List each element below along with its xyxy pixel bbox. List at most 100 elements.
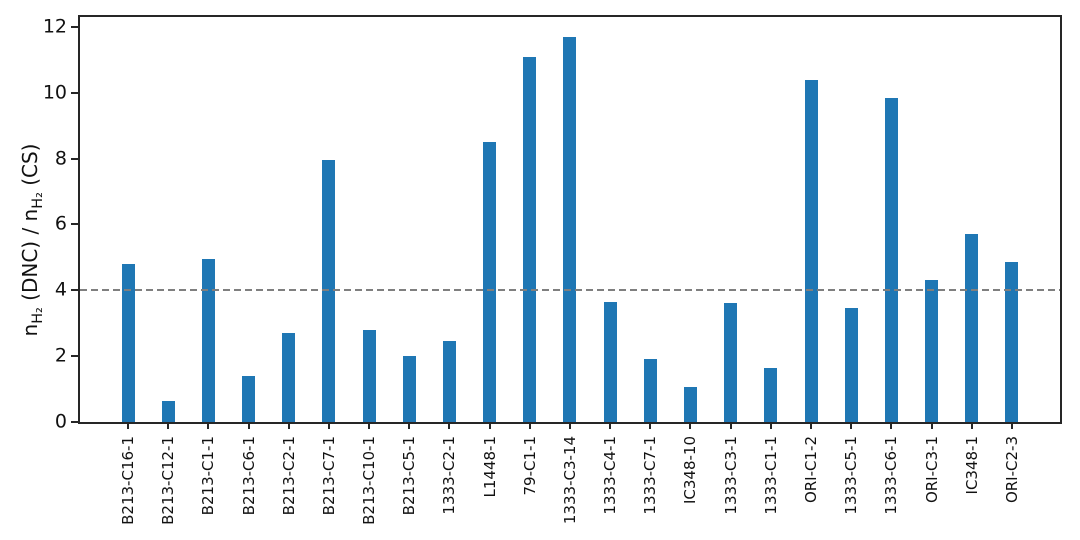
bar-slot [550, 17, 590, 422]
x-tick-label: B213-C2-1 [279, 436, 298, 516]
x-tick-label: ORI-C2-3 [1002, 436, 1021, 504]
bar-1333-C6-1 [884, 97, 898, 422]
x-tick-label: 1333-C4-1 [601, 436, 620, 515]
ylabel-text: n [18, 323, 42, 337]
y-tick-mark [71, 421, 78, 423]
bar-B213-C1-1 [201, 259, 215, 422]
x-tick-label: B213-C10-1 [360, 436, 379, 525]
x-tick-mark [127, 424, 130, 429]
x-tick-cell: L1448-1 [470, 424, 510, 525]
x-tick-cell: B213-C5-1 [389, 424, 429, 525]
bar-1333-C3-14 [563, 36, 577, 422]
x-tick-label: 1333-C1-1 [761, 436, 780, 515]
y-tick-mark [71, 91, 78, 94]
x-tick-cell: B213-C6-1 [229, 424, 269, 525]
x-tick-cell: 1333-C4-1 [590, 424, 630, 525]
x-tick-cell: B213-C12-1 [148, 424, 188, 525]
x-tick-cell: B213-C7-1 [309, 424, 349, 525]
bar-ORI-C2-3 [1005, 262, 1019, 422]
ylabel-subscript: H₂ [30, 192, 46, 209]
x-tick-mark [850, 424, 853, 429]
bar-L1448-1 [483, 142, 497, 422]
x-tick-label: IC348-1 [962, 436, 981, 495]
y-tick-mark [71, 25, 78, 28]
bar-B213-C5-1 [402, 356, 416, 422]
ylabel-text: (DNC) / [18, 221, 42, 308]
bar-slot [188, 17, 228, 422]
bar-slot [229, 17, 269, 422]
bar-slot [992, 17, 1032, 422]
x-tick-cell: 1333-C3-14 [550, 424, 590, 525]
y-tick-mark [71, 355, 78, 358]
bar-1333-C3-1 [724, 303, 738, 422]
y-tick-label: 12 [42, 15, 67, 38]
bar-slot [711, 17, 751, 422]
y-tick-label: 6 [54, 212, 67, 235]
x-tick-mark [729, 424, 732, 429]
x-tick-mark [327, 424, 330, 429]
x-tick-label: B213-C12-1 [159, 436, 178, 525]
bar-slot [670, 17, 710, 422]
x-tick-label: B213-C7-1 [319, 436, 338, 516]
bar-slot [389, 17, 429, 422]
x-tick-cell: B213-C1-1 [188, 424, 228, 525]
y-tick-mark [71, 289, 78, 292]
x-tick-cell: ORI-C1-2 [791, 424, 831, 525]
bar-slot [510, 17, 550, 422]
x-tick-cell: 1333-C6-1 [871, 424, 911, 525]
bar-slot [429, 17, 469, 422]
ylabel-subscript: H₂ [30, 307, 46, 324]
ylabel-text: n [18, 208, 42, 222]
bar-slot [791, 17, 831, 422]
x-tick-mark [769, 424, 772, 429]
bar-ORI-C3-1 [925, 280, 939, 422]
y-tick-label: 2 [54, 344, 67, 367]
x-tick-cell: B213-C16-1 [108, 424, 148, 525]
x-tick-mark [890, 424, 893, 429]
x-tick-label: ORI-C3-1 [922, 436, 941, 504]
y-tick-label: 4 [54, 278, 67, 301]
bar-slot [309, 17, 349, 422]
bar-slot [831, 17, 871, 422]
x-tick-cell: B213-C10-1 [349, 424, 389, 525]
bar-slot [871, 17, 911, 422]
x-tick-cell: B213-C2-1 [269, 424, 309, 525]
bar-1333-C7-1 [643, 359, 657, 422]
bar-1333-C2-1 [442, 341, 456, 422]
y-tick-mark [71, 157, 78, 160]
x-tick-mark [207, 424, 210, 429]
x-tick-label: 1333-C3-1 [721, 436, 740, 515]
x-tick-label: 1333-C7-1 [641, 436, 660, 515]
bar-1333-C4-1 [603, 301, 617, 422]
x-tick-label: B213-C5-1 [400, 436, 419, 516]
x-axis-labels: B213-C16-1 B213-C12-1 B213-C1-1 B213-C6-1 B2… [80, 424, 1060, 525]
y-tick-label: 8 [54, 147, 67, 170]
y-tick-label: 10 [42, 81, 67, 104]
x-tick-cell: 1333-C3-1 [711, 424, 751, 525]
x-tick-label: B213-C6-1 [239, 436, 258, 516]
x-tick-label: ORI-C1-2 [802, 436, 820, 504]
bar-ORI-C1-2 [804, 79, 818, 422]
x-tick-mark [448, 424, 451, 429]
x-tick-cell: ORI-C3-1 [911, 424, 951, 525]
x-tick-mark [368, 424, 371, 429]
x-tick-mark [1010, 424, 1013, 429]
bar-slot [952, 17, 992, 422]
bar-slot [751, 17, 791, 422]
x-tick-mark [528, 424, 531, 429]
x-tick-mark [568, 424, 571, 429]
bar-B213-C12-1 [161, 400, 175, 422]
x-tick-cell: 1333-C7-1 [630, 424, 670, 525]
x-tick-mark [408, 424, 411, 429]
x-tick-mark [689, 424, 692, 429]
bar-IC348-10 [683, 387, 697, 422]
bar-slot [349, 17, 389, 422]
x-tick-cell: ORI-C2-3 [992, 424, 1032, 525]
bar-79-C1-1 [523, 56, 537, 422]
ylabel-text: (CS) [18, 143, 42, 193]
x-tick-label: 1333-C3-14 [560, 436, 579, 525]
bar-slot [911, 17, 951, 422]
bar-B213-C10-1 [362, 329, 376, 422]
bar-slot [470, 17, 510, 422]
x-tick-mark [649, 424, 652, 429]
